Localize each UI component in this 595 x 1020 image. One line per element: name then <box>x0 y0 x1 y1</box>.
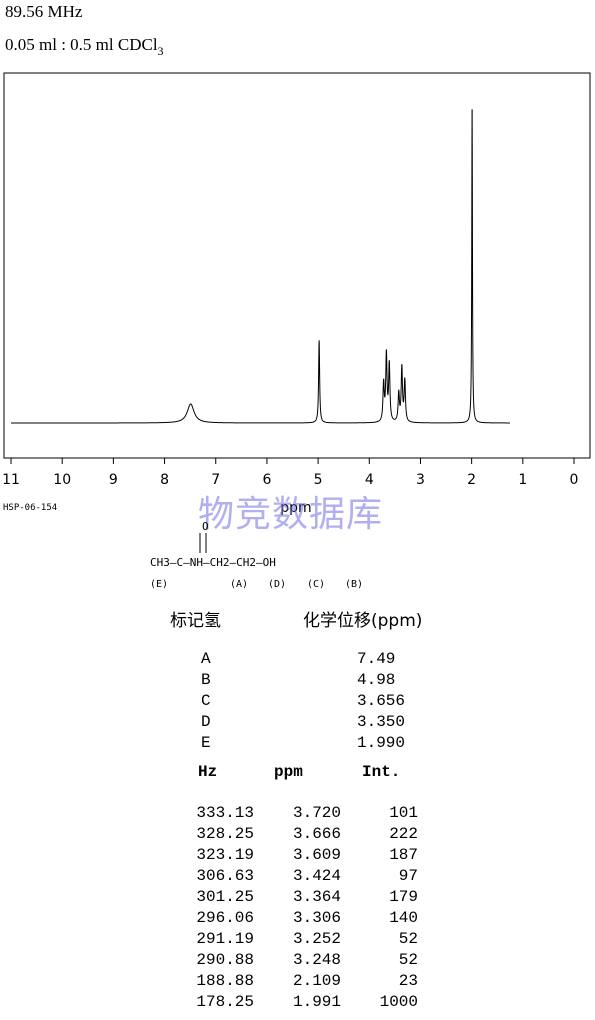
spectrum-trace <box>11 109 510 424</box>
peak-table-cell: 101 <box>389 804 418 822</box>
peak-table-cell: 3.364 <box>292 888 341 906</box>
shift-header: 化学位移(ppm) <box>303 611 423 631</box>
watermark: 物竞数据库 <box>198 494 384 535</box>
oxygen-label: O <box>202 520 209 533</box>
assignment-shift: 4.98 <box>357 671 396 689</box>
assignment-label: C <box>201 692 211 710</box>
peak-table-cell: 3.720 <box>292 804 341 822</box>
x-tick-label: 11 <box>2 472 20 488</box>
peak-table-cell: 3.252 <box>292 930 341 948</box>
x-axis-label: ppm <box>280 500 311 516</box>
assignment-shift: 3.350 <box>357 713 406 731</box>
peak-table-cell: 52 <box>398 951 418 969</box>
peak-table-cell: 3.666 <box>292 825 341 843</box>
x-axis-ticks <box>10 458 575 464</box>
peak-table-cell: 140 <box>389 909 418 927</box>
x-tick-label: 3 <box>416 472 425 488</box>
sample-code: HSP-06-154 <box>3 503 58 513</box>
solvent-subscript: 3 <box>157 44 164 58</box>
peak-table-cell: 301.25 <box>196 888 254 906</box>
structure-letters: (E) (A) (D) (C) (B) <box>150 579 363 590</box>
plot-frame <box>3 72 591 459</box>
peak-table-cell: 328.25 <box>196 825 254 843</box>
nmr-spectrum-chart: 11 10 9 8 7 6 5 4 3 2 1 0 ppm <box>2 72 591 516</box>
peak-table-cell: 179 <box>389 888 418 906</box>
x-tick-label: 2 <box>467 472 476 488</box>
peak-table-cell: 3.306 <box>292 909 341 927</box>
x-tick-label: 5 <box>314 472 323 488</box>
structure-letter: (B) <box>345 579 363 590</box>
structure-letter: (E) <box>150 579 168 590</box>
structure-diagram: O CH3—C—NH—CH2—CH2—OH (E) (A) (D) (C) (B) <box>150 520 363 590</box>
x-tick-label: 8 <box>160 472 169 488</box>
structure-letter: (C) <box>307 579 325 590</box>
peak-table-cell: 187 <box>389 846 418 864</box>
peak-table-cell: 2.109 <box>292 972 341 990</box>
assignment-shift: 1.990 <box>357 734 406 752</box>
peak-table-cell: 333.13 <box>196 804 254 822</box>
x-tick-label: 7 <box>211 472 220 488</box>
x-tick-label: 9 <box>109 472 118 488</box>
assignment-label: D <box>201 713 211 731</box>
x-tick-label: 6 <box>262 472 271 488</box>
solvent-text: 0.05 ml : 0.5 ml CDCl <box>5 35 158 54</box>
label-header: 标记氢 <box>170 611 221 631</box>
peak-table-cell: 52 <box>398 930 418 948</box>
peak-table-cell: 296.06 <box>196 909 254 927</box>
peak-table-cell: 23 <box>398 972 418 990</box>
assignment-shift: 3.656 <box>357 692 406 710</box>
solvent-info: 0.05 ml : 0.5 ml CDCl3 <box>5 35 164 59</box>
peak-table-cell: 291.19 <box>196 930 254 948</box>
peak-table-cell: 3.248 <box>292 951 341 969</box>
x-tick-label: 10 <box>53 472 71 488</box>
x-tick-label: 1 <box>518 472 527 488</box>
x-tick-label: 0 <box>570 472 579 488</box>
assignment-label: A <box>201 650 211 668</box>
peak-table-cell: 3.609 <box>292 846 341 864</box>
structure-letter: (D) <box>268 579 286 590</box>
assignment-label: B <box>201 671 211 689</box>
structure-chain: CH3—C—NH—CH2—CH2—OH <box>150 556 276 569</box>
peak-table-cell: 323.19 <box>196 846 254 864</box>
x-axis-tick-labels: 11 10 9 8 7 6 5 4 3 2 1 0 <box>2 472 578 488</box>
peak-table-header: Int. <box>362 763 401 781</box>
assignment-shift: 7.49 <box>357 650 396 668</box>
peak-table-cell: 290.88 <box>196 951 254 969</box>
assignment-label: E <box>201 734 211 752</box>
peak-table-header: ppm <box>274 763 303 781</box>
peak-table-cell: 306.63 <box>196 867 254 885</box>
peak-table-cell: 188.88 <box>196 972 254 990</box>
peak-table-cell: 3.424 <box>292 867 341 885</box>
peak-table-cell: 1000 <box>379 993 418 1011</box>
x-tick-label: 4 <box>365 472 374 488</box>
spectrometer-frequency: 89.56 MHz <box>5 2 83 21</box>
peak-table-cell: 178.25 <box>196 993 254 1011</box>
peak-table-cell: 97 <box>398 867 418 885</box>
peak-table-header: Hz <box>198 763 218 781</box>
peak-table-cell: 222 <box>389 825 418 843</box>
peak-table-cell: 1.991 <box>292 993 341 1011</box>
structure-letter: (A) <box>230 579 248 590</box>
